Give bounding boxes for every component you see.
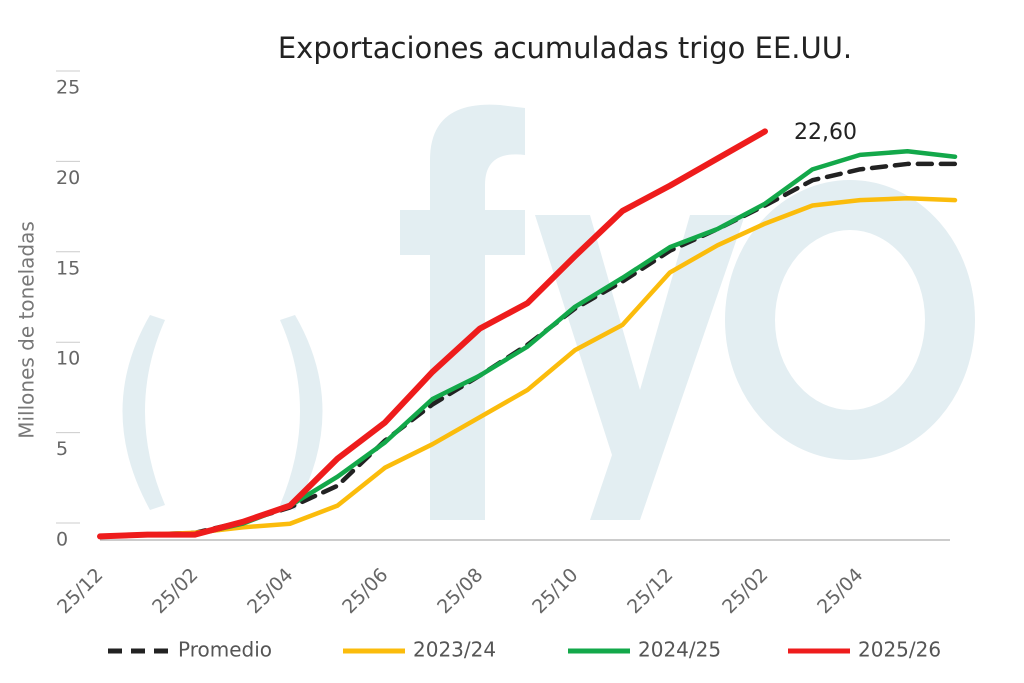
chart-title: Exportaciones acumuladas trigo EE.UU. xyxy=(278,31,852,65)
x-tick-label: 25/12 xyxy=(623,564,677,618)
watermark-shape xyxy=(280,315,323,510)
watermark-shape xyxy=(122,315,165,510)
x-tick-label: 25/02 xyxy=(148,564,202,618)
legend-item: 2025/26 xyxy=(788,638,941,662)
legend-item: 2024/25 xyxy=(568,638,721,662)
x-tick-label: 25/02 xyxy=(718,564,772,618)
x-tick-label: 25/06 xyxy=(338,564,392,618)
watermark-shape xyxy=(430,104,525,520)
legend-label: 2024/25 xyxy=(638,638,721,662)
y-tick-label: 0 xyxy=(56,529,68,551)
y-tick-label: 15 xyxy=(56,257,80,279)
y-tick-label: 25 xyxy=(56,77,80,99)
legend-label: Promedio xyxy=(178,638,272,662)
legend-item: Promedio xyxy=(108,638,272,662)
watermark xyxy=(122,104,975,520)
watermark-shape xyxy=(535,215,745,520)
series-line xyxy=(97,128,768,540)
legend-label: 2025/26 xyxy=(858,638,941,662)
y-tick-label: 10 xyxy=(56,348,80,370)
y-axis-label: Millones de toneladas xyxy=(15,221,39,439)
annotation: 22,60 xyxy=(794,120,857,145)
series-line xyxy=(97,196,958,539)
watermark-shape xyxy=(725,180,975,460)
y-tick-label: 5 xyxy=(56,438,68,460)
x-tick-label: 25/12 xyxy=(53,564,107,618)
x-tick-label: 25/04 xyxy=(243,564,297,618)
x-tick-label: 25/04 xyxy=(813,564,867,618)
x-tick-label: 25/08 xyxy=(433,564,487,618)
watermark-shape xyxy=(400,210,450,255)
y-tick-label: 20 xyxy=(56,167,80,189)
legend-label: 2023/24 xyxy=(413,638,496,662)
legend-item: 2023/24 xyxy=(343,638,496,662)
x-tick-label: 25/10 xyxy=(528,564,582,618)
